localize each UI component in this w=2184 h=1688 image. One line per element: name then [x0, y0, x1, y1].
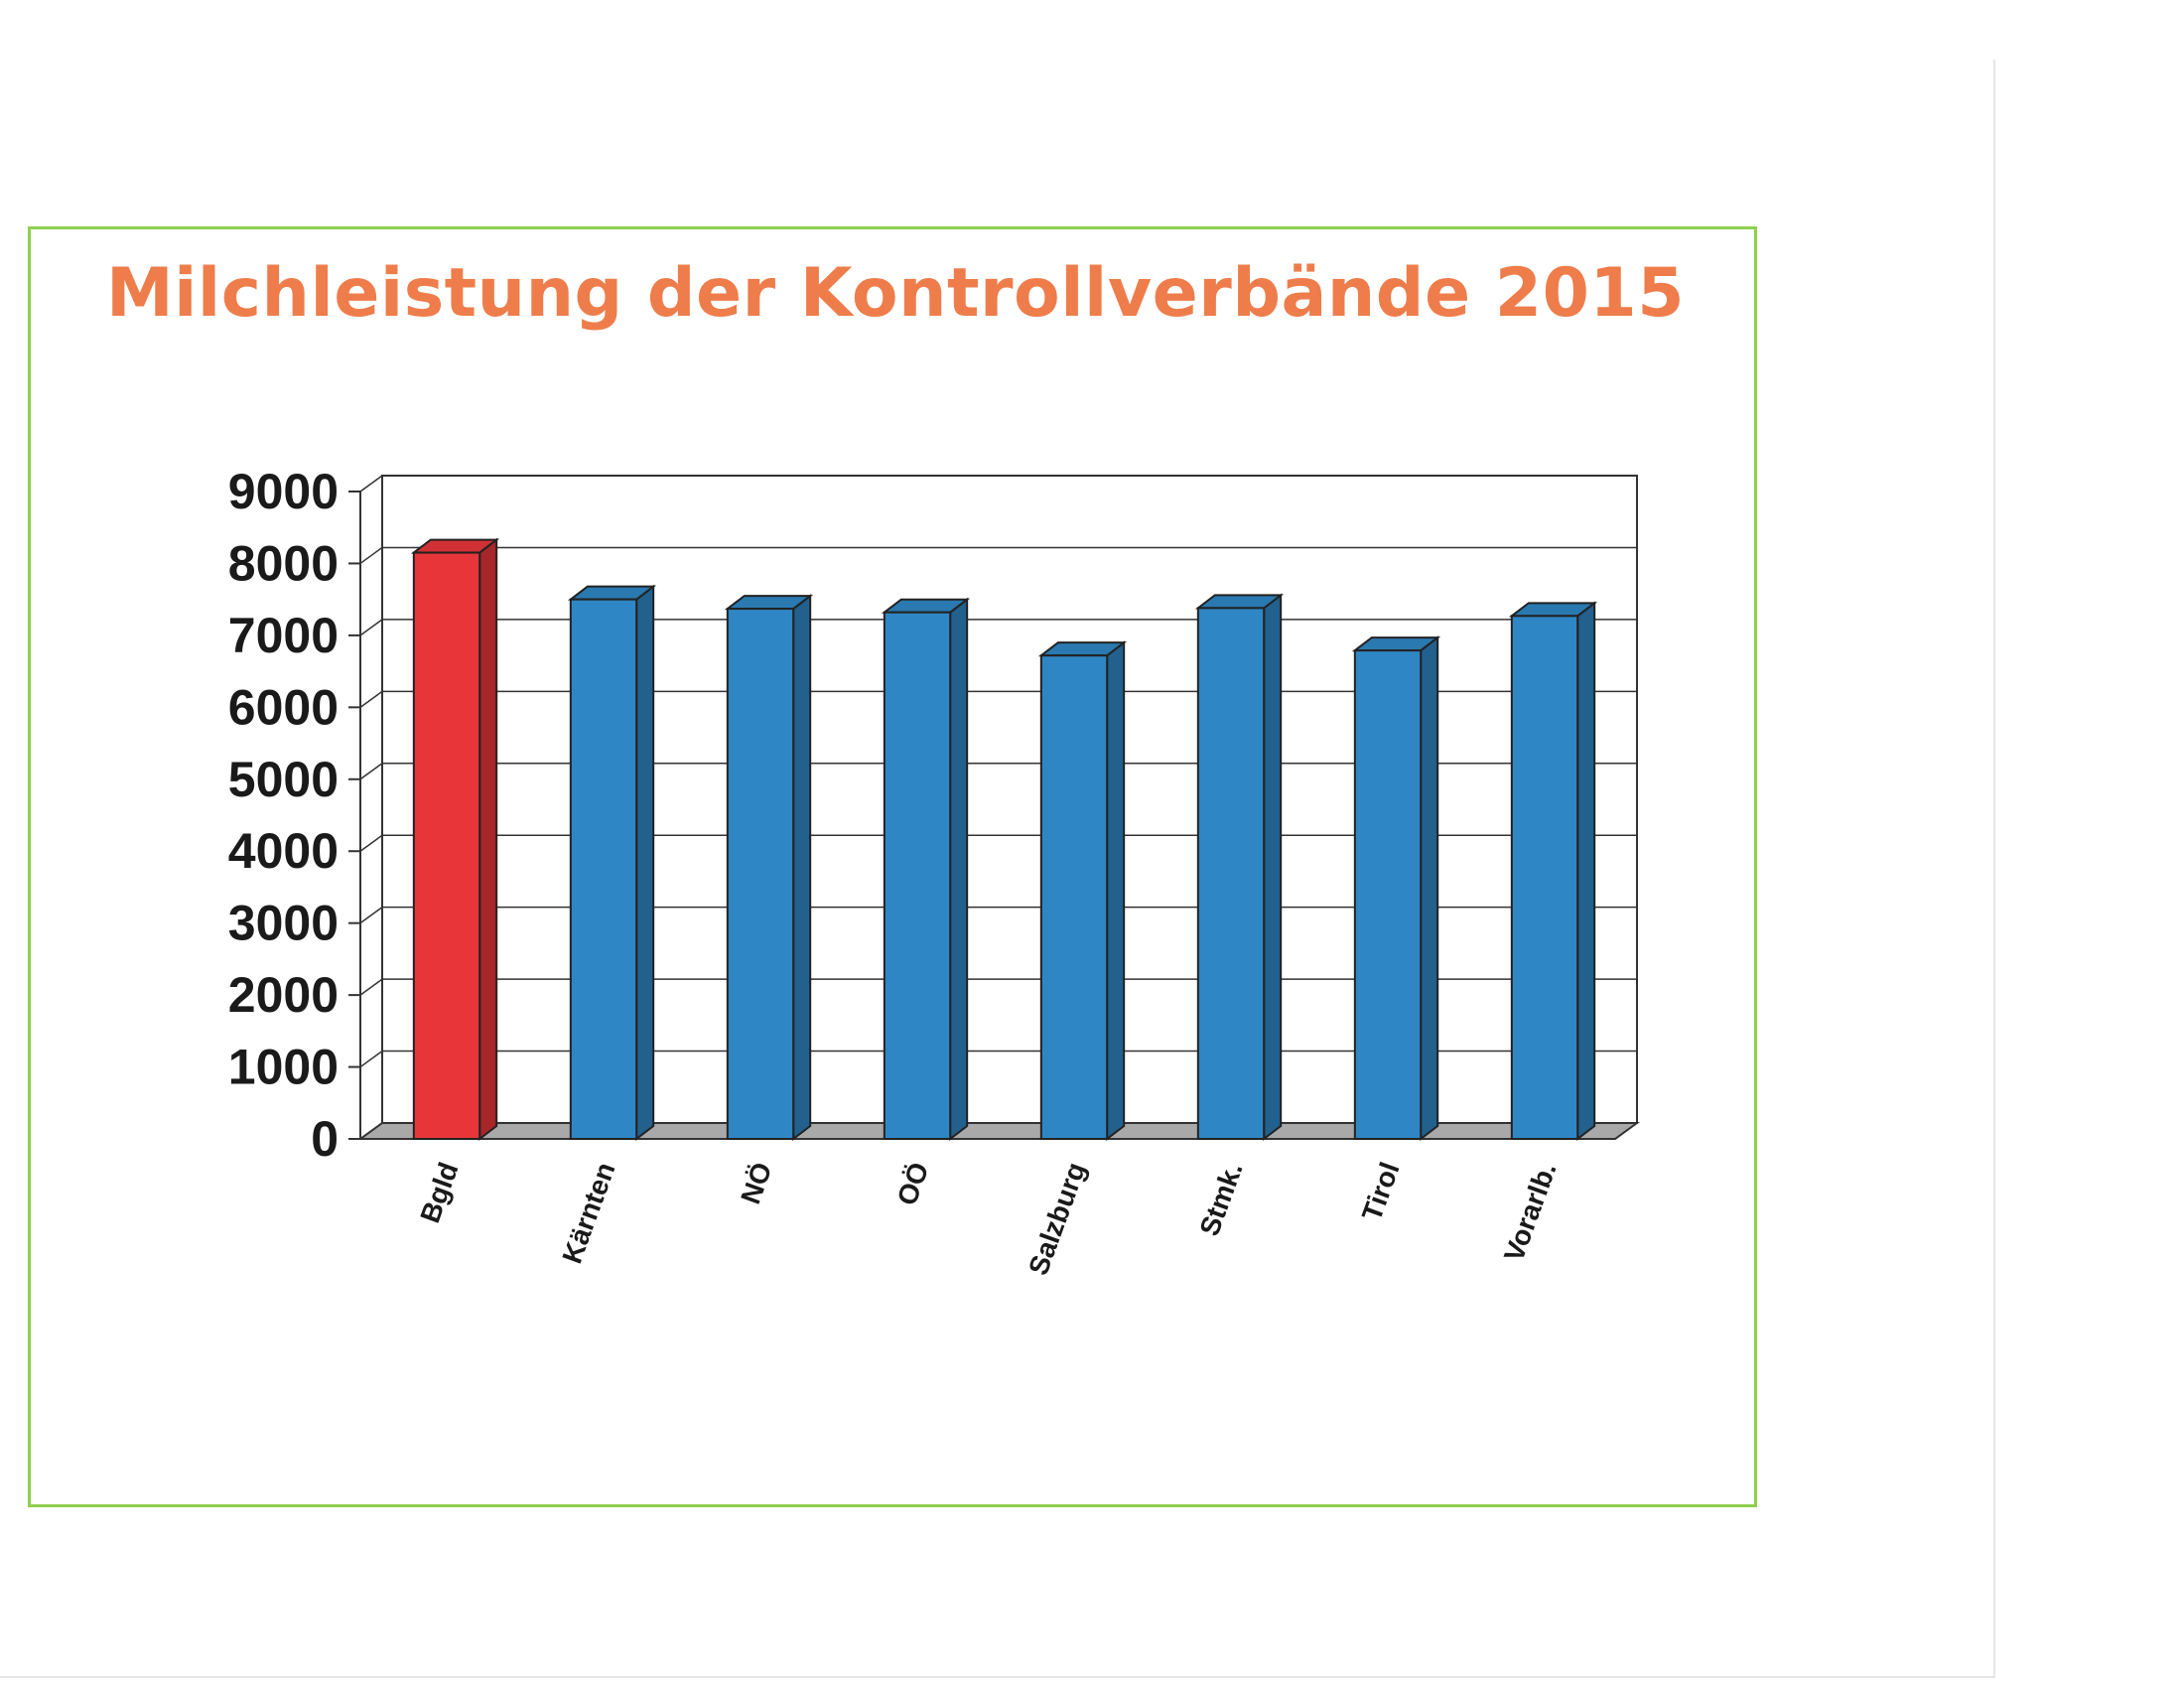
- gridline-diagonal: [359, 907, 383, 924]
- gridline-diagonal: [359, 978, 383, 996]
- bar-side: [478, 537, 498, 1142]
- gridline-diagonal: [359, 834, 383, 852]
- bar-front: [1196, 607, 1266, 1140]
- y-tick-label: 7000: [228, 608, 339, 663]
- chart-area: 0 1000 2000 3000 4000 5000 6000 7000 8000 9000 Bg…: [228, 464, 1641, 1279]
- bar-front: [569, 598, 638, 1140]
- bar-side: [1106, 640, 1126, 1142]
- bar: [881, 597, 971, 1142]
- bar-front: [726, 608, 795, 1140]
- x-tick-label: Salzburg: [1023, 1158, 1092, 1279]
- bar-side: [792, 594, 812, 1142]
- chart-floor: [356, 1122, 1641, 1140]
- y-tick-label: 9000: [228, 464, 339, 519]
- y-tick-label: 1000: [228, 1040, 339, 1095]
- bar-side: [635, 584, 655, 1142]
- x-tick-label: Bgld: [414, 1158, 464, 1226]
- bar: [1194, 593, 1285, 1142]
- bar-front: [1039, 654, 1109, 1140]
- bars-layer: [410, 537, 1598, 1142]
- bar-front: [1353, 649, 1423, 1140]
- y-tick-label: 0: [311, 1111, 339, 1167]
- bar: [724, 594, 814, 1142]
- grid-layer: [348, 475, 1641, 1140]
- x-tick-label: Tirol: [1356, 1158, 1406, 1224]
- bar: [1508, 601, 1598, 1142]
- gridline-diagonal: [359, 1122, 383, 1140]
- bar-side: [1263, 593, 1283, 1142]
- x-tick-label: NÖ: [735, 1158, 777, 1207]
- bar-side: [1576, 601, 1596, 1142]
- y-tick-label: 3000: [228, 896, 339, 951]
- bar-side: [949, 597, 969, 1142]
- bar-front: [883, 611, 952, 1140]
- gridline-diagonal: [359, 475, 383, 492]
- bar-front: [412, 551, 481, 1141]
- y-tick-label: 2000: [228, 967, 339, 1023]
- scan-artifact-line: [0, 1676, 1995, 1678]
- x-tick-label: Stmk.: [1193, 1158, 1248, 1239]
- gridline-diagonal: [359, 690, 383, 708]
- gridline-diagonal: [359, 1050, 383, 1068]
- y-tick-label: 4000: [228, 823, 339, 879]
- bar: [1351, 635, 1441, 1142]
- chart-title: Milchleistung der Kontrollverbände 2015: [105, 254, 1686, 333]
- scan-artifact-edge: [1993, 60, 1995, 1678]
- chart-frame: Milchleistung der Kontrollverbände 2015 …: [28, 226, 1757, 1507]
- y-axis-ticks: 0 1000 2000 3000 4000 5000 6000 7000 8000 9000: [228, 464, 339, 1167]
- y-tick-label: 8000: [228, 535, 339, 591]
- bar: [1037, 640, 1128, 1142]
- x-tick-label: Vorarlb.: [1498, 1158, 1563, 1265]
- x-tick-label: OÖ: [891, 1158, 935, 1209]
- gridline-diagonal: [359, 546, 383, 565]
- bar-front: [1510, 615, 1579, 1140]
- bar-side: [1420, 635, 1439, 1142]
- gridline-diagonal: [359, 763, 383, 780]
- y-tick-label: 5000: [228, 752, 339, 807]
- y-tick-label: 6000: [228, 679, 339, 735]
- x-axis-ticks: Bgld Kärnten NÖ OÖ Salzburg Stmk. Tirol Vorarlb…: [414, 1158, 1562, 1279]
- x-tick-label: Kärnten: [556, 1158, 620, 1267]
- bar: [567, 584, 657, 1142]
- gridline-diagonal: [359, 619, 383, 636]
- bar: [410, 537, 500, 1142]
